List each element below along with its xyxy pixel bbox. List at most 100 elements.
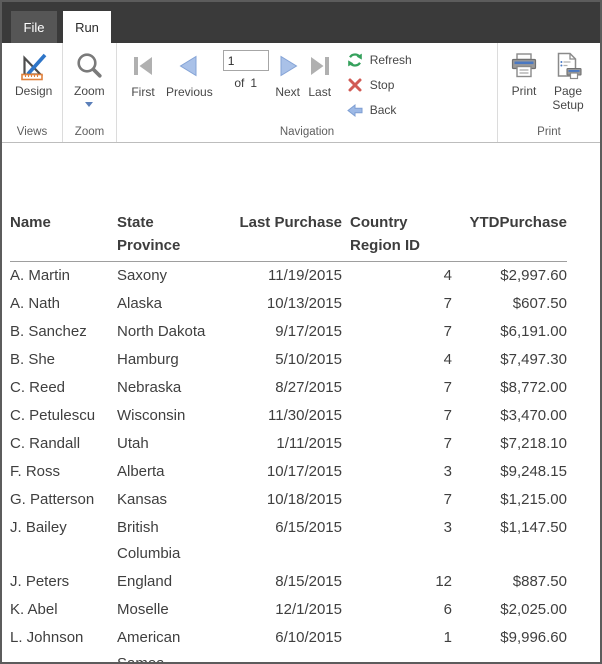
cell-name: L. Johnson	[10, 629, 84, 646]
views-group-label: Views	[16, 126, 48, 138]
table-header-row: Name State Province Last Purchase Countr…	[10, 211, 600, 257]
column-header-country-region-id: Country Region ID	[350, 214, 420, 254]
cell-ytd-purchase: $3,470.00	[500, 407, 567, 424]
cell-last-purchase: 12/1/2015	[275, 601, 342, 618]
page-number-box: of1	[222, 50, 269, 90]
ribbon-group-views: Design Views	[2, 43, 62, 142]
cell-state-province: Nebraska	[117, 379, 182, 396]
chevron-down-icon[interactable]	[85, 102, 94, 107]
cell-country-region-id: 7	[443, 379, 452, 396]
page-setup-button-label: Page Setup	[552, 84, 584, 112]
stop-label: Stop	[369, 78, 395, 92]
table-row: L. Johnson American Samoa 6/10/2015 1 $9…	[10, 624, 600, 662]
cell-state-province: England	[117, 573, 173, 590]
refresh-button[interactable]: Refresh	[347, 52, 412, 68]
cell-name: G. Patterson	[10, 491, 95, 508]
cell-country-region-id: 7	[443, 295, 452, 312]
cell-state-province: Alaska	[117, 295, 163, 312]
refresh-label: Refresh	[369, 53, 412, 67]
cell-country-region-id: 4	[443, 351, 452, 368]
design-button[interactable]: Design	[15, 51, 52, 98]
cell-last-purchase: 10/13/2015	[266, 295, 342, 312]
cell-ytd-purchase: $7,497.30	[500, 351, 567, 368]
back-button[interactable]: Back	[346, 102, 412, 118]
cell-ytd-purchase: $9,248.15	[500, 463, 567, 480]
page-count: of 1	[234, 76, 258, 90]
print-button[interactable]: Print	[509, 51, 539, 98]
cell-last-purchase: 10/17/2015	[266, 463, 342, 480]
table-row: F. Ross Alberta 10/17/2015 3 $9,248.15	[10, 458, 600, 486]
table-row: B. Sanchez North Dakota 9/17/2015 7 $6,1…	[10, 318, 600, 346]
cell-name: J. Peters	[10, 573, 70, 590]
cell-last-purchase: 8/15/2015	[275, 573, 342, 590]
cell-ytd-purchase: $1,147.50	[500, 519, 567, 536]
cell-country-region-id: 7	[443, 491, 452, 508]
cell-last-purchase: 6/10/2015	[275, 629, 342, 646]
cell-last-purchase: 9/17/2015	[275, 323, 342, 340]
page-number-input[interactable]	[222, 50, 269, 71]
cell-name: A. Nath	[10, 295, 61, 312]
cell-state-province: Moselle	[117, 601, 169, 618]
cell-ytd-purchase: $9,996.60	[500, 629, 567, 646]
print-group-label: Print	[537, 126, 561, 138]
back-arrow-icon	[346, 102, 363, 118]
cell-state-province: Kansas	[117, 491, 168, 508]
next-page-button[interactable]: Next	[275, 53, 301, 99]
cell-last-purchase: 1/11/2015	[276, 435, 342, 452]
cell-ytd-purchase: $6,191.00	[500, 323, 567, 340]
table-row: A. Martin Saxony 11/19/2015 4 $2,997.60	[10, 262, 600, 290]
cell-country-region-id: 3	[443, 519, 452, 536]
table-row: K. Abel Moselle 12/1/2015 6 $2,025.00	[10, 596, 600, 624]
cell-state-province: Wisconsin	[117, 407, 186, 424]
page-with-printer-icon	[553, 51, 583, 81]
cell-country-region-id: 4	[443, 267, 452, 284]
cell-state-province: American Samoa	[117, 629, 181, 662]
skip-to-start-icon	[130, 53, 156, 79]
cell-country-region-id: 12	[435, 573, 452, 590]
circular-arrows-icon	[347, 52, 363, 68]
zoom-button-label: Zoom	[74, 84, 105, 98]
cell-last-purchase: 8/27/2015	[275, 379, 342, 396]
zoom-button[interactable]: Zoom	[74, 51, 105, 107]
ribbon-separator	[116, 43, 117, 142]
cell-ytd-purchase: $7,218.10	[500, 435, 567, 452]
previous-page-label: Previous	[166, 85, 213, 99]
cell-name: A. Martin	[10, 267, 71, 284]
ribbon-separator	[62, 43, 63, 142]
red-x-icon	[347, 77, 363, 93]
arrow-right-triangle-icon	[275, 53, 301, 79]
stop-button[interactable]: Stop	[347, 77, 412, 93]
titlebar: File Run	[2, 2, 600, 43]
cell-last-purchase: 11/19/2015	[268, 267, 342, 284]
column-header-name: Name	[10, 214, 51, 231]
print-button-label: Print	[511, 84, 537, 98]
cell-ytd-purchase: $607.50	[512, 295, 567, 312]
header-divider	[10, 261, 567, 262]
cell-ytd-purchase: $2,997.60	[500, 267, 567, 284]
table-row: A. Nath Alaska 10/13/2015 7 $607.50	[10, 290, 600, 318]
page-setup-button[interactable]: Page Setup	[547, 51, 589, 112]
cell-last-purchase: 5/10/2015	[275, 351, 342, 368]
ribbon-group-print: Print Page Setup	[498, 43, 600, 142]
cell-last-purchase: 11/30/2015	[268, 407, 342, 424]
column-header-state-province: State Province	[117, 214, 181, 254]
tab-run[interactable]: Run	[63, 11, 111, 43]
cell-country-region-id: 3	[443, 463, 452, 480]
printer-icon	[509, 51, 539, 81]
cell-name: K. Abel	[10, 601, 58, 618]
cell-name: B. She	[10, 351, 56, 368]
table-row: B. She Hamburg 5/10/2015 4 $7,497.30	[10, 346, 600, 374]
table-row: C. Randall Utah 1/11/2015 7 $7,218.10	[10, 430, 600, 458]
cell-ytd-purchase: $1,215.00	[500, 491, 567, 508]
design-icon	[19, 51, 49, 81]
table-body: A. Martin Saxony 11/19/2015 4 $2,997.60 …	[10, 262, 600, 662]
tab-file[interactable]: File	[11, 11, 57, 43]
previous-page-button[interactable]: Previous	[166, 53, 213, 99]
table-row: J. Peters England 8/15/2015 12 $887.50	[10, 568, 600, 596]
ribbon: Design Views Zoom Zo	[2, 43, 600, 143]
cell-name: J. Bailey	[10, 519, 67, 536]
first-page-button[interactable]: First	[130, 53, 156, 99]
magnifier-icon	[74, 51, 104, 81]
last-page-button[interactable]: Last	[307, 53, 333, 99]
